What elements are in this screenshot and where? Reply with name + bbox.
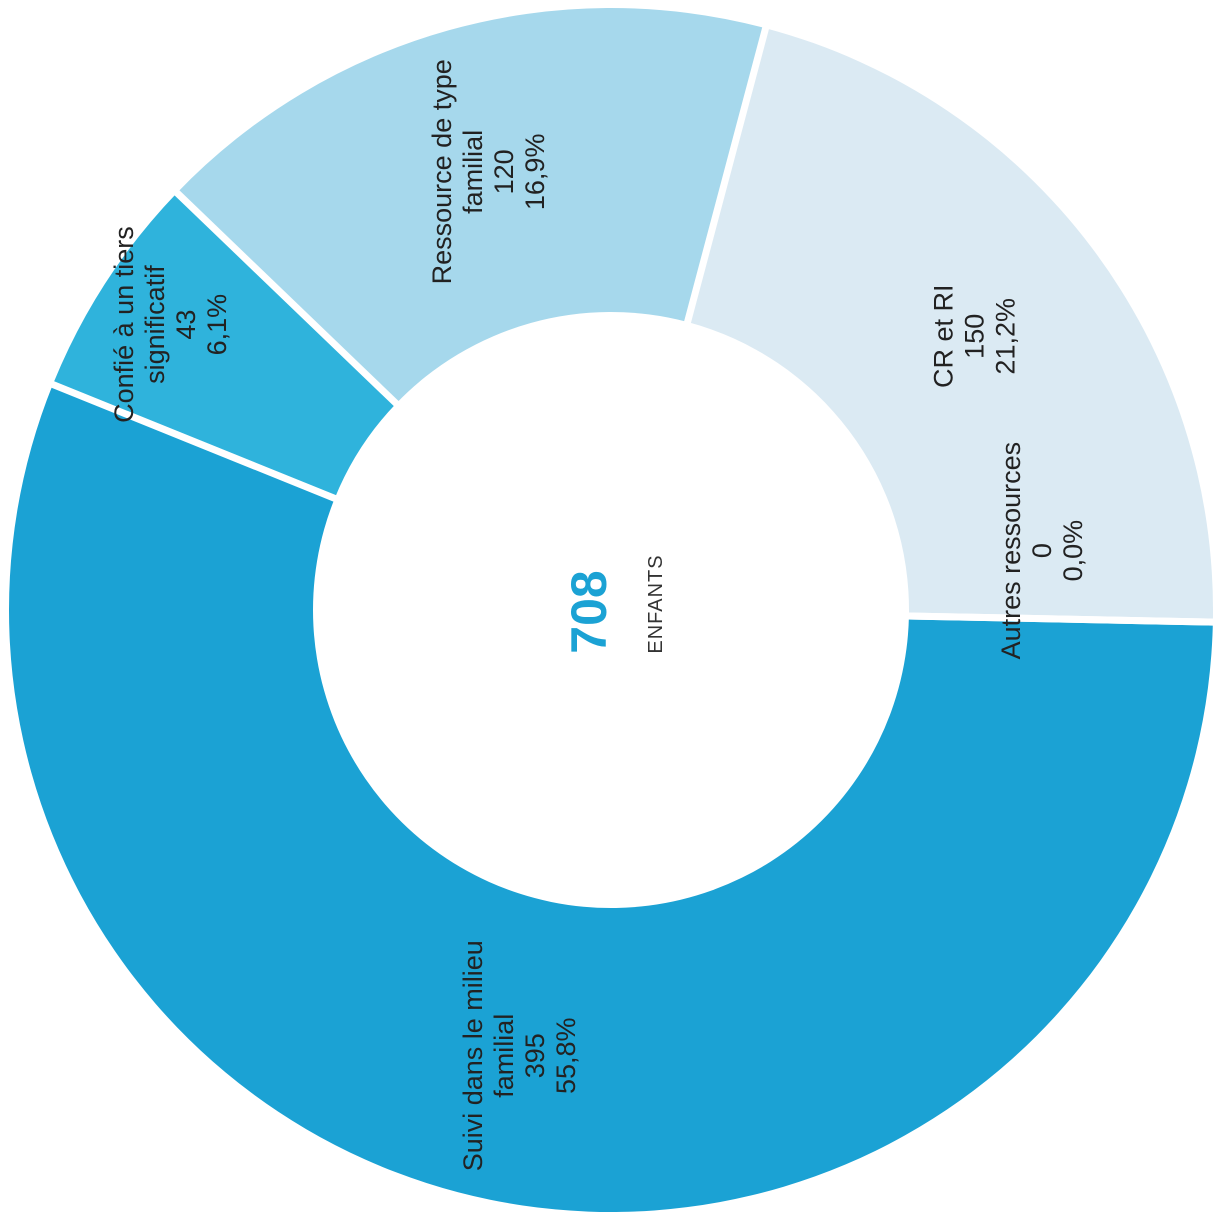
slice-name: Ressource de type [427, 59, 457, 284]
center-unit: ENFANTS [645, 554, 667, 653]
slice-name: significatif [140, 265, 170, 384]
slice-percent: 6,1% [202, 294, 232, 356]
slice-percent: 21,2% [990, 298, 1020, 375]
slice-label: Suivi dans le milieufamilial39555,8% [458, 940, 581, 1171]
slice-count: 150 [959, 314, 989, 359]
slice-name: familial [458, 130, 488, 214]
slice-label: CR et RI15021,2% [928, 285, 1020, 389]
slice-separator [906, 612, 1215, 626]
center-value: 708 [561, 570, 617, 653]
slice-count: 395 [520, 1033, 550, 1078]
slice-label: Autres ressources00,0% [996, 442, 1088, 660]
donut-slice [176, 8, 766, 404]
slice-percent: 55,8% [551, 1017, 581, 1094]
slice-separator [683, 25, 770, 325]
labels-layer: Confié à un tierssignificatif436,1% Resso… [109, 59, 1088, 1171]
slice-separator [173, 188, 401, 408]
slice-name: CR et RI [928, 285, 958, 389]
slices-layer [9, 8, 1213, 1212]
slice-name: Autres ressources [996, 442, 1026, 660]
slice-label: Ressource de typefamilial12016,9% [427, 59, 550, 284]
slice-label: Confié à un tierssignificatif436,1% [109, 226, 232, 423]
slice-separator [49, 380, 338, 503]
slice-separators [49, 25, 1215, 626]
slice-name: Suivi dans le milieu [458, 940, 488, 1171]
slice-name: Confié à un tiers [109, 226, 139, 423]
slice-percent: 16,9% [520, 134, 550, 211]
donut-slice [687, 28, 1213, 623]
slice-percent: 0,0% [1058, 520, 1088, 582]
slice-count: 0 [1027, 543, 1057, 558]
slice-count: 43 [171, 310, 201, 340]
donut-slice [9, 384, 1213, 1212]
slice-name: familial [489, 1014, 519, 1098]
center-label: 708 ENFANTS [561, 554, 667, 653]
slice-count: 120 [489, 149, 519, 194]
donut-slice [52, 192, 397, 499]
